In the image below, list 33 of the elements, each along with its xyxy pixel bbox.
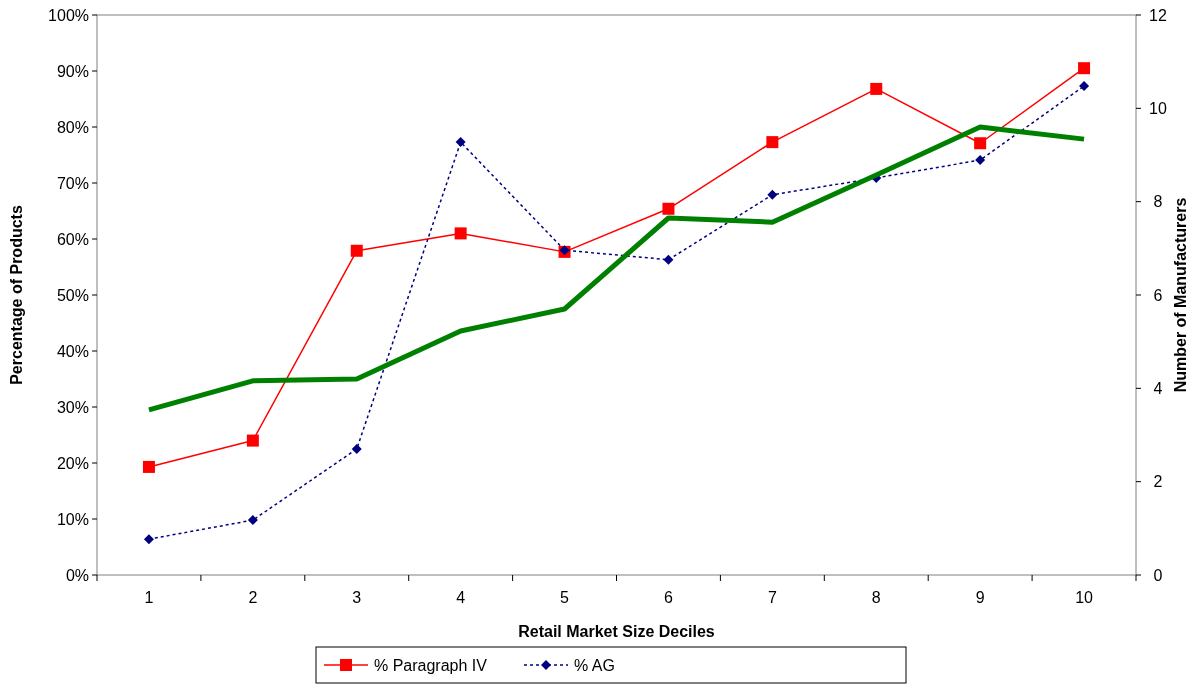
y-tick-label: 60% (56, 230, 89, 248)
x-axis-title: Retail Market Size Deciles (518, 623, 715, 640)
y-tick-label: 10% (56, 510, 89, 528)
y-tick-label: 100% (48, 6, 89, 24)
y-tick-label: 0% (65, 566, 89, 584)
x-tick-label: 7 (767, 589, 777, 606)
x-tick-label: 4 (456, 589, 466, 606)
y2-tick-label: 4 (1153, 379, 1163, 397)
y2-tick-label: 6 (1153, 286, 1163, 304)
x-tick-label: 2 (248, 589, 258, 606)
y-tick-label: 40% (56, 342, 89, 360)
y-tick-label: 30% (56, 398, 89, 416)
legend-label: % AG (574, 656, 615, 674)
x-tick-label: 6 (664, 589, 673, 606)
y-tick-label: 20% (56, 454, 89, 472)
y-axis-title: Percentage of Products (8, 205, 25, 385)
y-tick-label: 50% (56, 286, 89, 304)
y2-axis-title: Number of Manufacturers (1172, 197, 1189, 393)
x-tick-label: 9 (975, 589, 985, 606)
y2-tick-label: 0 (1153, 566, 1163, 584)
x-tick-label: 10 (1075, 589, 1094, 606)
x-tick-label: 8 (871, 589, 881, 606)
y2-tick-label: 8 (1153, 193, 1163, 211)
y-tick-label: 90% (56, 62, 89, 80)
y2-tick-label: 10 (1149, 99, 1167, 117)
x-tick-label: 3 (352, 589, 362, 606)
legend-label: % Paragraph IV (374, 656, 488, 674)
y-tick-label: 70% (56, 174, 89, 192)
y2-tick-label: 12 (1149, 6, 1167, 24)
y-tick-label: 80% (56, 118, 89, 136)
y2-tick-label: 2 (1153, 473, 1163, 491)
x-tick-label: 1 (144, 589, 154, 606)
x-tick-label: 5 (560, 589, 570, 606)
